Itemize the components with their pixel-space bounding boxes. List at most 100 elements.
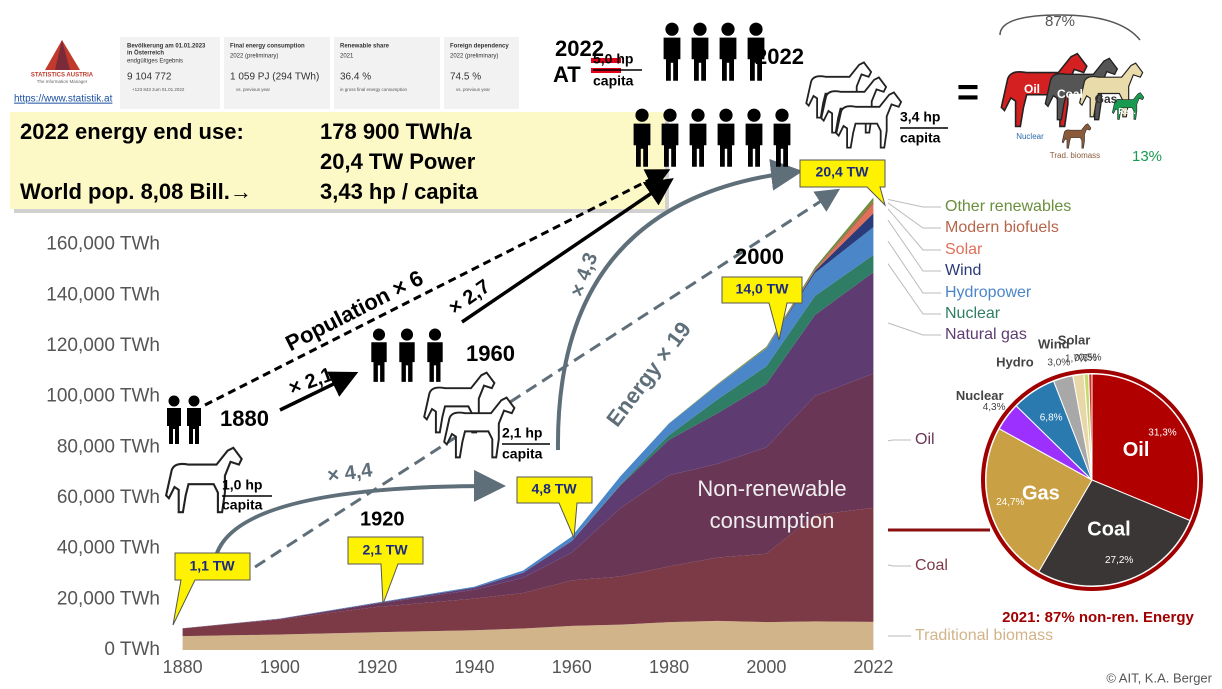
person-icon xyxy=(745,108,763,167)
callout-box xyxy=(172,552,251,626)
person-icon xyxy=(427,328,443,382)
center-label: Non-renewable xyxy=(697,476,846,501)
summary-value: 20,4 TW Power xyxy=(320,149,476,174)
brace xyxy=(999,14,1141,41)
hp-unit: capita xyxy=(222,497,263,513)
box-note: in gross final energy consumption xyxy=(340,87,408,92)
box-title: Bevölkerung am 01.01.2023 xyxy=(127,44,206,50)
legend-label: Solar xyxy=(945,241,983,258)
y-tick-label: 0 TWh xyxy=(104,639,160,660)
slice-name-label: Gas xyxy=(1022,482,1060,504)
year-label: 1960 xyxy=(466,341,515,366)
horse-label: Nuclear xyxy=(1016,132,1044,141)
hp-value: 1,0 hp xyxy=(222,477,262,493)
slice-value-label: 4,3% xyxy=(983,402,1006,413)
horse-label: Gas xyxy=(1095,92,1118,106)
box-title: Final energy consumption xyxy=(230,44,305,50)
pie-slice xyxy=(1091,373,1199,522)
legend-label: Modern biofuels xyxy=(945,219,1059,236)
logo-icon xyxy=(55,40,70,70)
header: STATISTICS AUSTRIA The Information Manag… xyxy=(14,37,519,109)
arrow xyxy=(461,178,674,324)
y-tick-label: 20,000 TWh xyxy=(57,588,160,609)
leader-line xyxy=(887,322,941,336)
year-label: 2022 xyxy=(755,44,804,69)
x-tick-label: 1900 xyxy=(260,657,300,677)
area xyxy=(182,373,874,629)
x-tick-label: 1960 xyxy=(552,657,592,677)
legend-label: Wind xyxy=(945,262,981,279)
y-tick-label: 140,000 TWh xyxy=(46,284,160,305)
leader-line xyxy=(887,240,941,294)
box-subtitle: endgültiges Ergebnis xyxy=(127,59,183,65)
slice-name-label: Solar xyxy=(1058,333,1091,348)
box-note: vs. previous year xyxy=(236,87,271,92)
summary-box: 2022 energy end use: 178 900 TWh/a 20,4 … xyxy=(10,112,669,213)
legend-label: Oil xyxy=(915,431,935,448)
arrow xyxy=(213,469,506,561)
url[interactable]: https://www.statistik.at xyxy=(14,94,113,105)
hp-value: 3,4 hp xyxy=(900,109,940,125)
leader-line xyxy=(887,439,911,442)
hp-unit: capita xyxy=(593,73,634,89)
leader-line xyxy=(887,202,941,229)
box-title: Renewable share xyxy=(340,44,390,50)
box-note: vs. previous year xyxy=(456,87,491,92)
pie-slice xyxy=(1088,373,1093,481)
area xyxy=(182,272,874,629)
area xyxy=(182,620,874,650)
callouts: 1,1 TW 2,1 TW 4,8 TW 14,0 TW 20,4 TW xyxy=(172,159,886,626)
leader-line xyxy=(887,564,911,567)
slice-value-label: 0,5% xyxy=(1079,353,1102,364)
person-icon xyxy=(773,108,791,167)
copyright: © AIT, K.A. Berger xyxy=(1106,670,1212,685)
person-icon xyxy=(719,22,737,81)
box-subtitle: 2022 (preliminary) xyxy=(450,54,498,60)
area xyxy=(182,507,874,637)
y-tick-label: 120,000 TWh xyxy=(46,335,160,356)
x-tick-label: 1920 xyxy=(357,657,397,677)
summary-background xyxy=(10,112,665,209)
person-icon xyxy=(661,108,679,167)
arrow xyxy=(204,169,671,407)
arrow-label: Population × 6 xyxy=(281,265,427,356)
box-note: +123 843 zum 01.01.2022 xyxy=(132,87,185,92)
austria-year: 2022 xyxy=(555,36,604,61)
callout-box xyxy=(721,276,803,341)
slice-value-label: 0,7% xyxy=(1074,353,1097,364)
person-icon xyxy=(689,108,707,167)
pie-slice xyxy=(1038,479,1191,587)
legend-label: Traditional biomass xyxy=(915,627,1053,644)
box-subtitle: 2022 (preliminary) xyxy=(230,54,278,60)
hp-unit: capita xyxy=(502,446,543,462)
horse-share: 87% xyxy=(1045,13,1075,30)
arrow-label: × 4,4 xyxy=(326,459,375,487)
y-tick-label: 160,000 TWh xyxy=(46,234,160,255)
stat-box xyxy=(334,37,440,109)
person-icon xyxy=(663,22,681,81)
box-title: Foreign dependency xyxy=(450,44,509,50)
pie-title: 2021: 87% non-ren. Energy xyxy=(1002,609,1194,626)
horse-label: Ren. xyxy=(1118,107,1135,116)
callout-label: 1,1 TW xyxy=(189,558,235,574)
person-icon xyxy=(717,108,735,167)
slice-value-label: 24,7% xyxy=(996,497,1024,508)
slice-value-label: 6,8% xyxy=(1040,413,1063,424)
horse-label: Oil xyxy=(1024,82,1040,96)
arrow xyxy=(254,188,841,569)
box-title: in Österreich xyxy=(127,50,164,57)
callout-box xyxy=(799,159,886,207)
horse-label: Trad. biomass xyxy=(1050,151,1100,160)
slice-value-label: 3,0% xyxy=(1047,357,1070,368)
x-tick-label: 1980 xyxy=(649,657,689,677)
box-subtitle: 2021 xyxy=(340,54,354,60)
hp-unit: capita xyxy=(900,130,941,146)
callout-box xyxy=(347,536,424,605)
person-icon xyxy=(691,22,709,81)
legend-label: Natural gas xyxy=(945,326,1027,343)
slice-value-label: 27,2% xyxy=(1105,555,1133,566)
person-icon xyxy=(399,328,415,382)
leader-line xyxy=(887,208,941,251)
